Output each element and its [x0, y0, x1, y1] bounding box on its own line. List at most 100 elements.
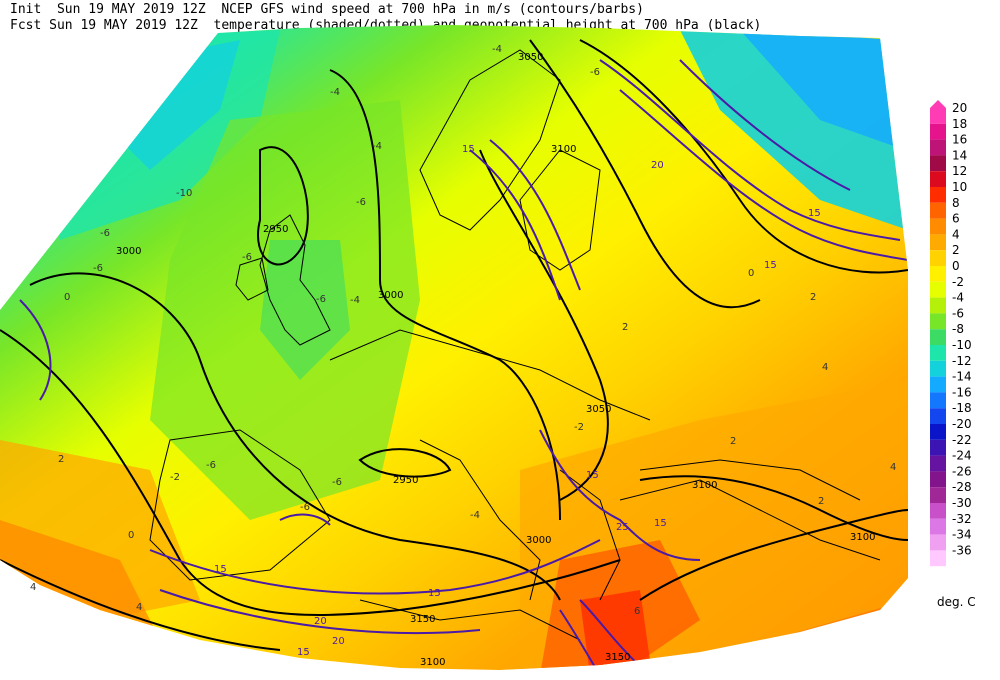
height-label: 3000	[526, 535, 551, 546]
wind-label: 25	[616, 522, 629, 533]
colorbar-swatch	[930, 281, 946, 298]
colorbar-swatch	[930, 171, 946, 187]
temp-label: -4	[492, 44, 502, 55]
colorbar-tick-label: 8	[952, 196, 960, 210]
temp-label: 6	[634, 606, 640, 617]
colorbar-tick-label: 12	[952, 164, 967, 178]
colorbar-swatch	[930, 108, 946, 124]
colorbar-tick-label: -30	[952, 496, 972, 510]
temp-label: -4	[350, 295, 360, 306]
colorbar-tick-label: -32	[952, 512, 972, 526]
temp-label: 4	[30, 582, 36, 593]
colorbar-tick-label: -12	[952, 354, 972, 368]
wind-label: 15	[808, 208, 821, 219]
colorbar-swatch	[930, 455, 946, 472]
colorbar-tick-label: -10	[952, 338, 972, 352]
colorbar-unit: deg. C	[937, 595, 976, 609]
temp-label: -6	[332, 477, 342, 488]
height-label: 3000	[116, 246, 141, 257]
colorbar-tick-label: 0	[952, 259, 960, 273]
height-label: 3150	[410, 614, 435, 625]
colorbar-swatch	[930, 155, 946, 172]
colorbar-swatch	[930, 266, 946, 282]
colorbar-tick-label: 10	[952, 180, 967, 194]
colorbar-tick-label: -6	[952, 306, 964, 320]
colorbar-tick-label: -26	[952, 464, 972, 478]
colorbar-swatch	[930, 250, 946, 266]
colorbar-tick-label: -36	[952, 543, 972, 557]
colorbar-swatch	[930, 123, 946, 140]
colorbar-swatch	[930, 360, 946, 377]
height-label: 3100	[850, 532, 875, 543]
colorbar-swatch	[930, 534, 946, 551]
colorbar-swatch	[930, 503, 946, 519]
temperature-labels: -4 -6 -4 -10 -6 -6 -4 -6 -4 -6 -6 0 -2 -…	[30, 44, 896, 617]
wind-label: 15	[654, 518, 667, 529]
temp-label: -6	[316, 294, 326, 305]
height-label: 3050	[586, 404, 611, 415]
colorbar-swatch	[930, 392, 946, 409]
temp-label: -6	[100, 228, 110, 239]
temp-label: 0	[128, 530, 134, 541]
temp-label: -2	[170, 472, 180, 483]
colorbar-tick-label: -18	[952, 401, 972, 415]
temp-label: 2	[58, 454, 64, 465]
temp-label: -6	[300, 502, 310, 513]
height-label: 3000	[378, 290, 403, 301]
temp-label: 2	[810, 292, 816, 303]
colorbar-tick-label: -4	[952, 291, 964, 305]
height-label: 3150	[605, 652, 630, 663]
wind-label: 15	[462, 144, 475, 155]
colorbar-tick-label: 4	[952, 227, 960, 241]
colorbar-swatch	[930, 376, 946, 393]
colorbar-swatch	[930, 487, 946, 503]
colorbar-tick-label: -22	[952, 433, 972, 447]
temp-label: 2	[818, 496, 824, 507]
height-label: 3100	[551, 144, 576, 155]
colorbar-swatch	[930, 329, 946, 345]
temp-label: -6	[242, 252, 252, 263]
wind-label: 20	[651, 160, 664, 171]
colorbar-swatch	[930, 518, 946, 535]
temp-label: -4	[372, 141, 382, 152]
colorbar-tick-label: -8	[952, 322, 964, 336]
temp-label: -10	[176, 188, 192, 199]
temp-label: 0	[64, 292, 70, 303]
colorbar-swatch	[930, 408, 946, 424]
wind-label: 15	[586, 470, 599, 481]
colorbar-swatch	[930, 234, 946, 251]
height-label: 3100	[420, 657, 445, 668]
colorbar-swatch	[930, 218, 946, 235]
colorbar-tick-label: 14	[952, 148, 967, 162]
height-label: 3100	[692, 480, 717, 491]
temp-label: 2	[730, 436, 736, 447]
colorbar-tick-label: -2	[952, 275, 964, 289]
header-init-line: Init Sun 19 MAY 2019 12Z NCEP GFS wind s…	[10, 2, 644, 17]
colorbar-swatch	[930, 313, 946, 330]
temp-label: -6	[206, 460, 216, 471]
wind-label: 15	[297, 647, 310, 658]
colorbar-tick-label: 6	[952, 212, 960, 226]
wind-labels: 15 20 15 15 15 15 15 20 20 15 25 15	[214, 144, 821, 658]
colorbar-swatch	[930, 187, 946, 203]
wind-label: 15	[764, 260, 777, 271]
colorbar-tick-label: -14	[952, 370, 972, 384]
colorbar-swatch	[930, 439, 946, 456]
temp-label: -6	[93, 263, 103, 274]
wind-label: 15	[428, 588, 441, 599]
temp-label: 4	[822, 362, 828, 373]
wind-label: 20	[332, 636, 345, 647]
temp-label: -6	[356, 197, 366, 208]
colorbar-tick-label: -24	[952, 449, 972, 463]
temp-label: -2	[574, 422, 584, 433]
height-label: 2950	[393, 475, 418, 486]
colorbar-tick-label: -34	[952, 528, 972, 542]
colorbar: 20181614121086420-2-4-6-8-10-12-14-16-18…	[930, 100, 972, 567]
colorbar-tick-label: 16	[952, 133, 967, 147]
temp-label: -6	[590, 67, 600, 78]
colorbar-tick-label: 18	[952, 117, 967, 131]
temp-label: 4	[890, 462, 896, 473]
height-label: 3050	[518, 52, 543, 63]
